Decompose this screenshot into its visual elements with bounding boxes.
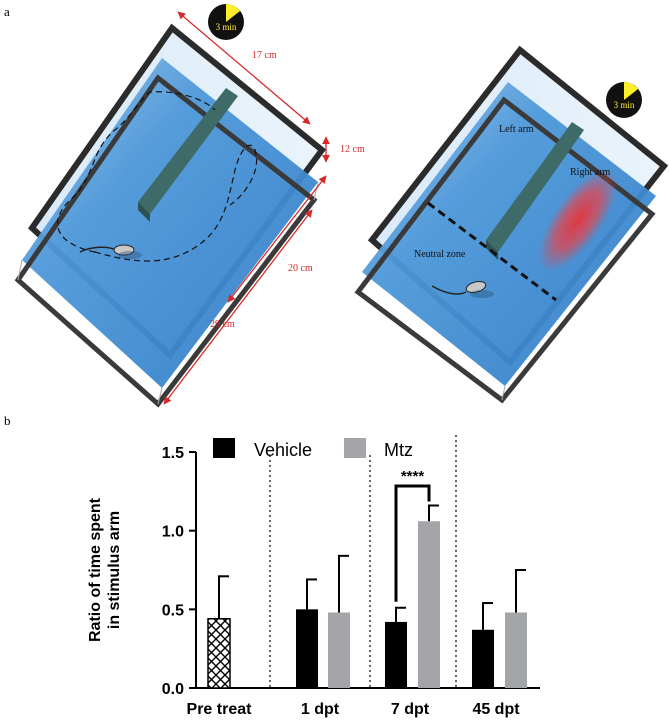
neutral-zone-label: Neutral zone (414, 249, 466, 260)
timer-icon: 3 min (606, 82, 642, 118)
dimension-height-label: 12 cm (340, 144, 365, 155)
neutral-zone-boundary (427, 201, 557, 302)
bar-vehicle-1 (296, 609, 318, 688)
dimension-length-label: 17 cm (252, 50, 277, 61)
bar-mtz-2 (418, 521, 440, 688)
stimulus-zone (538, 168, 618, 272)
fish-icon (79, 244, 142, 259)
dimension-width-label: 29 cm (210, 319, 235, 330)
timer-label: 3 min (614, 100, 635, 110)
left-arm-label: Left arm (499, 124, 534, 135)
y-tick-label: 0.5 (162, 602, 184, 619)
legend-label-mtz: Mtz (384, 440, 413, 460)
divider-wall (486, 122, 584, 252)
significance-label: **** (401, 468, 425, 485)
tank-edge-line (17, 259, 23, 281)
y-tick-label: 1.0 (162, 524, 184, 541)
divider-wall-side (138, 202, 150, 222)
bar-vehicle-2 (385, 621, 407, 688)
bar-pre-treat (207, 618, 231, 689)
bar-mtz-3 (505, 612, 527, 688)
x-tick-label: 7 dpt (391, 701, 430, 718)
dimension-arrow-length (177, 11, 311, 125)
significance-bracket (394, 484, 431, 602)
legend-label-vehicle: Vehicle (254, 440, 312, 460)
dimension-arrow-width (163, 209, 313, 405)
tank-edge-line (157, 387, 163, 405)
y-axis-title-line2: in stimulus arm (106, 511, 123, 629)
bar-chart: Ratio of time spent in stimulus arm 0.0 0… (87, 435, 540, 718)
x-tick-label: Pre treat (187, 701, 253, 718)
legend-swatch-mtz (344, 438, 366, 458)
dimension-arm-label: 20 cm (288, 263, 313, 274)
tank-edge-line (501, 385, 506, 401)
right-arm-label: Right arm (570, 167, 610, 178)
panel-b-label: b (4, 413, 11, 428)
legend-swatch-vehicle (213, 438, 235, 458)
timer-icon: 3 min (208, 4, 244, 40)
y-axis-title-line1: Ratio of time spent (87, 497, 104, 642)
bar-mtz-1 (328, 612, 350, 688)
bar-vehicle-3 (472, 629, 494, 688)
y-tick-label: 0.0 (162, 681, 184, 698)
x-tick-label: 1 dpt (301, 701, 340, 718)
left-tank: 3 min 17 cm 12 cm 20 cm 29 cm (14, 4, 365, 408)
panel-a-label: a (4, 4, 10, 19)
y-tick-label: 1.5 (162, 445, 184, 462)
right-tank: Left arm Right arm Neutral zone 3 min (354, 45, 669, 404)
timer-label: 3 min (216, 22, 237, 32)
fish-icon (431, 281, 494, 298)
tank-bottom-frame (354, 96, 656, 404)
x-tick-label: 45 dpt (472, 701, 520, 718)
